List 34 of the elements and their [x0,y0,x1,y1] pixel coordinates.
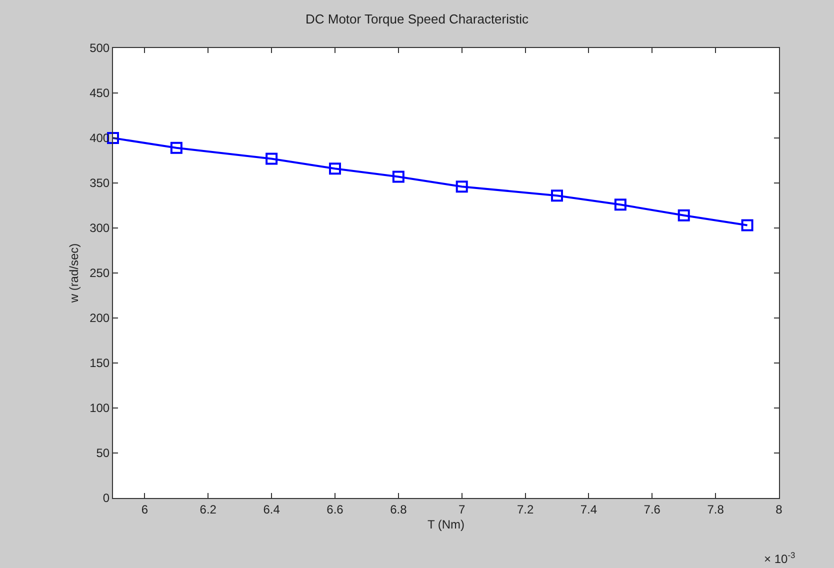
x-tick-label: 7.4 [580,502,598,516]
x-tick-label: 6.8 [390,502,408,516]
point [741,219,754,232]
x-tick-label: 7.2 [516,502,534,516]
y-tick-label: 0 [102,491,110,506]
y-tick-label: 350 [90,176,110,190]
x-tick-label: 6.2 [200,502,217,516]
point [392,170,404,183]
x-tick-label: 7.6 [644,502,661,516]
point [266,152,278,165]
y-tick-label: 200 [90,311,110,326]
y-tick-label: 500 [90,41,110,56]
x-tick-label: 8 [776,502,783,516]
y-tick-label: 50 [96,446,110,460]
y-tick-label: 250 [90,266,110,280]
x-tick-label: 6.6 [326,502,344,516]
y-tick-label: 150 [90,356,110,370]
y-tick-label: 100 [90,401,110,416]
x-tick-label: 7.8 [707,502,724,516]
point [170,142,182,154]
y-tick-label: 300 [90,221,110,236]
x-tick-label: 6.4 [263,502,280,516]
x-tick-label: 7 [458,502,466,516]
y-axis-title: w (rad/sec) [66,243,81,304]
point [551,190,563,202]
text: × 10$^{-3}$ [764,550,796,566]
y-tick-label: 450 [90,86,110,100]
x-axis-title: T (Nm) [427,517,465,532]
point [329,162,341,175]
x-tick-label: 6 [141,502,148,516]
point [614,198,626,211]
chart-title: DC Motor Torque Speed Characteristic [305,11,530,26]
point [456,180,468,193]
point [678,209,690,222]
